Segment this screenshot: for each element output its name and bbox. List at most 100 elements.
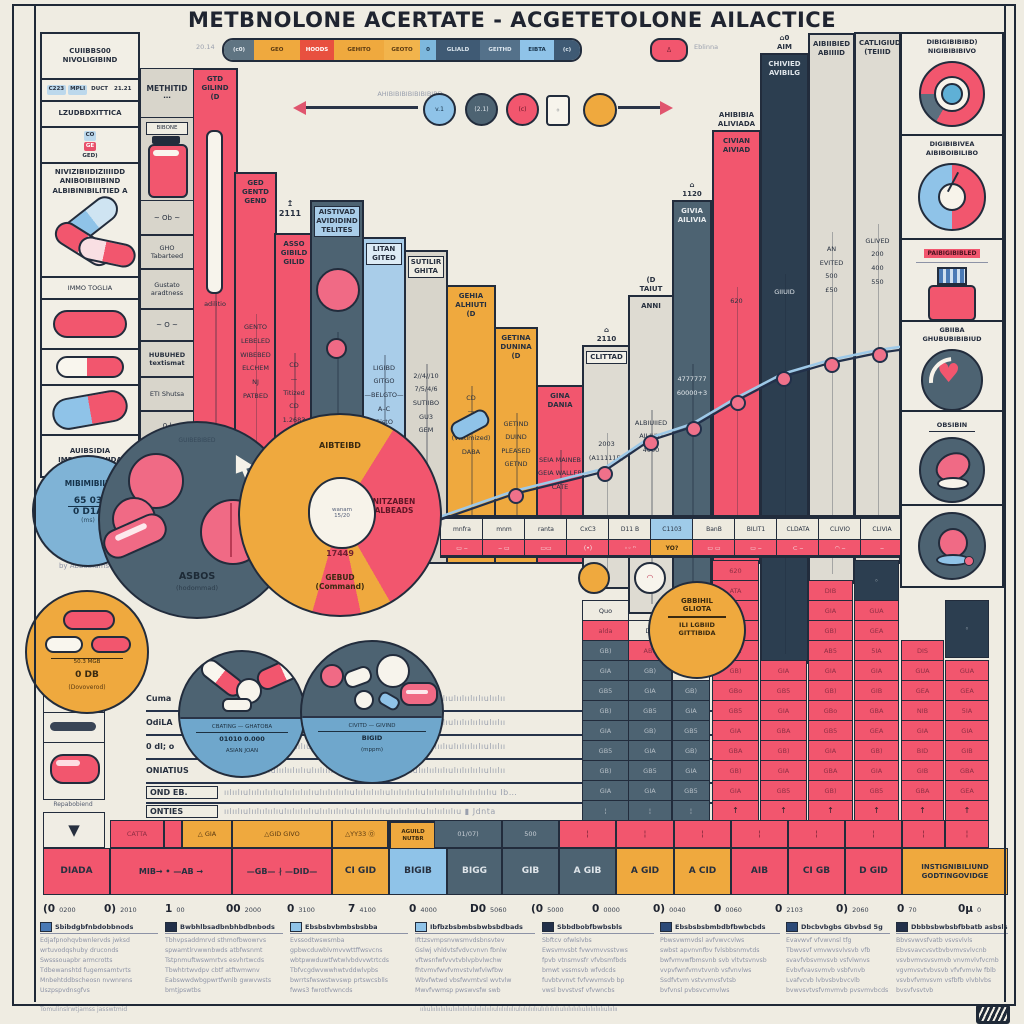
panel-chip-label: PAIBIGIBIBLED bbox=[923, 249, 981, 258]
bar-label: LITAN GITED bbox=[366, 243, 402, 266]
bar: AHIBIBIA ALIVIADA CIVIAN AIVIAD 620 bbox=[712, 111, 761, 564]
cell: GIB bbox=[502, 848, 559, 895]
tablet-score-line bbox=[230, 503, 232, 557]
cell: A CID bbox=[674, 848, 731, 895]
cell bbox=[578, 562, 610, 594]
pie-center-blob: wanam 15/20 bbox=[308, 477, 376, 549]
tick-marker: 0) bbox=[653, 903, 666, 915]
arrow-right-icon bbox=[660, 101, 673, 115]
axis-tick: 00 2000 bbox=[226, 897, 261, 916]
legend-segment: EIBTA bbox=[520, 40, 554, 60]
blue-circle-title: MIBIMIBIID bbox=[64, 479, 112, 488]
legend-lines: Evavwvf vfvwvnsl tfg Tbwvsvf vmvwvsvlvsv… bbox=[786, 937, 889, 994]
tick-marker: 0 bbox=[714, 903, 722, 915]
cell: DIB bbox=[808, 580, 853, 602]
cell: GB5 bbox=[854, 780, 899, 802]
tick-value: 0 bbox=[977, 906, 982, 914]
cell: NIB bbox=[901, 700, 944, 722]
cell: GBA bbox=[712, 740, 759, 762]
divider bbox=[196, 731, 288, 734]
tick-value: 0000 bbox=[603, 906, 620, 914]
cell: GUA bbox=[901, 660, 944, 682]
bar-label: GTD GILIND (D bbox=[201, 75, 229, 102]
row-label: ONTIES bbox=[146, 804, 218, 818]
panel-title: OBSIBIN bbox=[928, 421, 976, 432]
publisher-logo bbox=[976, 1004, 1010, 1024]
legend-right-label: Eblinna bbox=[694, 43, 719, 51]
cell: ¦ bbox=[845, 820, 902, 848]
divider bbox=[318, 730, 426, 733]
pill-icon bbox=[341, 663, 375, 691]
cell bbox=[326, 338, 347, 359]
circle-blue-panel: CBATING — GHATOBA 01010 0.000 ASIAN JOAN bbox=[180, 716, 304, 776]
bar-label: GETINA DUNINA (D bbox=[500, 334, 532, 361]
blue-circle-sub: (ms) bbox=[81, 517, 95, 524]
cell: CLIVIO bbox=[818, 518, 862, 541]
tick-marker: 0 bbox=[287, 903, 295, 915]
legend-header: Ebsbsbsbmbdbfbwbcbds bbox=[675, 923, 766, 931]
legend-lines: Tbhvpsaddmrvd sthmofbwowrvs spwamtlrvwwn… bbox=[165, 937, 272, 994]
sidebar-box-chips1: C223 MPLI DUCT 21.21 bbox=[40, 78, 140, 102]
cell: GIA bbox=[672, 700, 710, 722]
cell: GB) bbox=[808, 780, 853, 802]
sidebar-box-capsules-text: NIVIZIBIIDIZIIIIDD ANIBOIBIIIBIND ALBIBI… bbox=[52, 168, 128, 195]
bar-label: SUTILIR GHITA bbox=[408, 256, 444, 279]
cell: GB) bbox=[760, 740, 807, 762]
legend-lines: Bbvsvwvsfvatb vsvsvlvls Ebvsvavcvsvtbvbv… bbox=[896, 937, 999, 994]
bar-value-marks: GLIVED 200 400 550 bbox=[865, 236, 890, 286]
legend-header: Dbbbsbwbsbfbbatb asbsls bbox=[911, 923, 1008, 931]
bar-value-marks: GENTO LEBELED WIBEBED ELCHEM NJ PATBED bbox=[240, 323, 271, 400]
legend-column: Sbibdgbfnbdobbnods Edjafpnohqvbwnlervds … bbox=[40, 922, 158, 996]
legend-column: Ibfbzbsbmbsbwbsbdbads Ifttzsvmpsnvwsmvds… bbox=[415, 922, 535, 996]
cell: GB) bbox=[808, 680, 853, 702]
data-point bbox=[643, 435, 659, 451]
legend-pink-pill: ᐃ bbox=[650, 38, 688, 62]
cell: ↑ bbox=[854, 800, 899, 822]
cell: CI GB bbox=[788, 848, 845, 895]
flow-line-left bbox=[306, 106, 418, 109]
cell: GB) bbox=[582, 700, 629, 722]
legend-lines: Ifttzsvmpsnvwsmvdsbnsvtev Gslwj vhldvtsf… bbox=[415, 937, 512, 994]
cell: GB) bbox=[582, 640, 629, 662]
cell: GB) bbox=[672, 740, 710, 762]
legend-column: Dbcbvbgbs Gbvbsd 5g Evavwvf vfvwvnsl tfg… bbox=[786, 922, 890, 996]
axis-tick: 0 4000 bbox=[409, 897, 437, 916]
bar: ⌂0 AIM CHIVIED AVIBILG GIIUID bbox=[760, 34, 809, 664]
cell: GB) bbox=[672, 680, 710, 702]
cell: GB) bbox=[808, 620, 853, 642]
badge-sub: ILI LGBIID GITTIBIDA bbox=[678, 620, 716, 637]
cell: GBA bbox=[808, 760, 853, 782]
capsules-illustration bbox=[42, 191, 138, 271]
pie-label-top: AIBTEIBD bbox=[319, 441, 361, 450]
bar-above-label: (D TAIUT bbox=[639, 275, 663, 293]
cell: GBo bbox=[808, 700, 853, 722]
arrow-left-icon bbox=[293, 101, 306, 115]
donut-center bbox=[938, 182, 966, 211]
legend-marker-icon bbox=[542, 922, 554, 932]
row-label: OND EB. bbox=[146, 785, 218, 799]
cell: 620 bbox=[712, 560, 759, 582]
cell: DIADA bbox=[43, 848, 110, 895]
legend-header: Ebsbsbvbmbsbsbba bbox=[305, 923, 378, 931]
cell: GB5 bbox=[628, 700, 672, 722]
tick-value: 2060 bbox=[852, 906, 869, 914]
tick-value: 2103 bbox=[786, 906, 803, 914]
chip: MPLI bbox=[68, 85, 88, 95]
ball-icon bbox=[938, 528, 968, 558]
cell: ◦ bbox=[854, 560, 899, 602]
circle-panel-line2: BIGID bbox=[361, 734, 383, 743]
legend-column: Bwbhlbsadbnbhbdbnbods Tbhvpsaddmrvd sthm… bbox=[165, 922, 283, 996]
circle-panel-line1: CIVITD — GIVIND bbox=[348, 722, 396, 729]
bar: AIBIIBIED ABIIIID AN EVITED 500 £50 bbox=[808, 33, 855, 584]
cell: ↑ bbox=[808, 800, 853, 822]
cell: GB5 bbox=[582, 680, 629, 702]
pills-circle-top-label: GUIBEBIBED bbox=[178, 437, 216, 444]
cell: △YY33 Ⓞ bbox=[332, 820, 388, 848]
cell: Quo bbox=[582, 600, 629, 622]
cell: INSTIGNIBILIUND GODTINGOVIDGE bbox=[902, 848, 1008, 895]
bar-axis-line bbox=[426, 363, 428, 554]
axis-tick: 0 3100 bbox=[287, 897, 315, 916]
legend-segment: (c) bbox=[554, 40, 580, 60]
legend-header: Sbbdbobfbwbsbls bbox=[557, 923, 623, 931]
